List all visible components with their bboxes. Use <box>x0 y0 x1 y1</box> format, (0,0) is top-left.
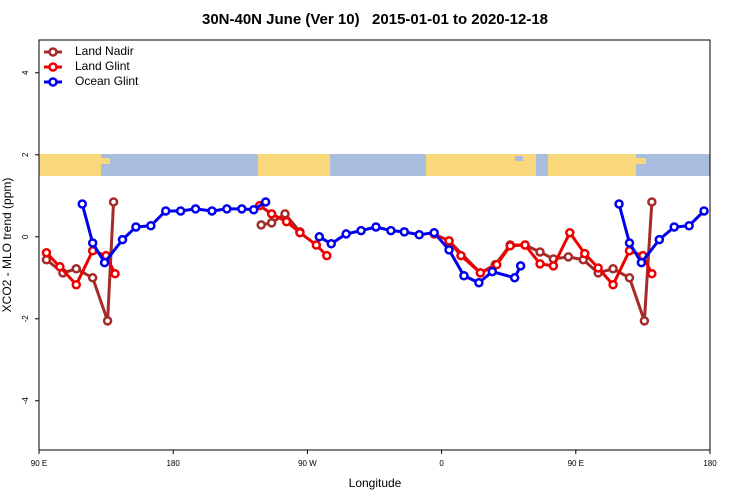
data-point <box>444 245 454 255</box>
data-point <box>190 204 201 214</box>
data-point <box>608 264 618 274</box>
data-point <box>207 206 217 216</box>
data-point <box>474 277 484 288</box>
legend-label: Ocean Glint <box>75 74 139 88</box>
data-point <box>237 204 247 214</box>
x-tick-label: 90 E <box>31 459 47 468</box>
data-point <box>624 238 635 248</box>
data-point <box>593 263 603 273</box>
map-band <box>39 154 710 176</box>
data-point <box>456 250 466 261</box>
data-point <box>647 268 657 279</box>
data-point <box>614 199 624 209</box>
data-point <box>647 197 657 207</box>
data-point <box>579 248 590 259</box>
data-point <box>399 227 410 237</box>
data-point <box>459 271 469 281</box>
data-point <box>654 234 665 245</box>
data-point <box>684 220 694 231</box>
y-axis-label: XCO2 - MLO trend (ppm) <box>0 178 14 313</box>
y-tick-label: 2 <box>21 152 30 157</box>
data-point <box>71 280 82 290</box>
data-point <box>487 266 498 277</box>
data-point <box>565 227 575 238</box>
data-point <box>608 280 618 290</box>
legend-label: Land Nadir <box>75 44 134 58</box>
data-point <box>77 199 87 209</box>
data-point <box>117 234 128 245</box>
data-point <box>266 209 277 219</box>
data-point <box>311 240 322 250</box>
y-tick-label: -4 <box>21 397 30 405</box>
data-point <box>280 209 290 219</box>
data-point <box>548 261 559 271</box>
x-tick-label: 0 <box>439 459 444 468</box>
x-tick-label: 180 <box>167 459 181 468</box>
data-point <box>99 257 110 268</box>
legend-marker <box>48 62 58 72</box>
y-tick-label: 0 <box>21 234 30 239</box>
data-point <box>520 240 530 250</box>
data-point <box>509 273 520 283</box>
legend-marker <box>48 77 58 87</box>
data-point <box>314 232 325 242</box>
data-point <box>266 218 277 228</box>
data-point <box>535 247 545 257</box>
data-point <box>624 273 635 283</box>
data-point <box>175 206 186 216</box>
data-point <box>639 316 650 326</box>
data-point <box>535 259 545 269</box>
data-point <box>41 248 52 258</box>
data-point <box>260 197 271 207</box>
data-point <box>146 220 156 231</box>
data-point <box>326 239 337 249</box>
legend-marker <box>48 47 58 57</box>
data-point <box>414 230 424 240</box>
data-point <box>444 236 454 246</box>
data-point <box>371 222 381 232</box>
data-point <box>160 206 171 216</box>
data-point <box>87 238 98 248</box>
y-tick-label: -2 <box>21 315 30 323</box>
data-point <box>429 227 439 238</box>
data-point <box>699 206 709 216</box>
data-point <box>281 216 292 227</box>
data-point <box>55 261 65 272</box>
legend-label: Land Glint <box>75 59 130 73</box>
data-point <box>110 268 120 279</box>
data-point <box>341 229 351 239</box>
x-tick-label: 180 <box>703 459 717 468</box>
chart-title: 30N-40N June (Ver 10) 2015-01-01 to 2020… <box>202 11 548 28</box>
data-point <box>108 197 119 207</box>
y-tick-label: 4 <box>21 70 30 75</box>
series-line <box>45 201 654 323</box>
data-point <box>636 257 647 268</box>
data-point <box>475 268 486 278</box>
x-tick-label: 90 W <box>298 459 317 468</box>
data-point <box>386 225 396 236</box>
x-tick-label: 90 E <box>568 459 584 468</box>
data-point <box>492 259 502 270</box>
data-point <box>356 225 366 236</box>
data-point <box>222 204 232 214</box>
data-point <box>505 241 515 251</box>
data-point <box>248 204 259 215</box>
data-point <box>515 261 526 271</box>
data-point <box>669 222 679 232</box>
data-point <box>256 220 266 230</box>
data-point <box>131 222 141 232</box>
data-point <box>71 264 82 274</box>
series-line <box>45 204 654 287</box>
data-point <box>322 250 332 261</box>
plot-frame <box>38 39 711 451</box>
data-point <box>102 316 113 326</box>
x-axis-label: Longitude <box>349 476 402 490</box>
data-point <box>87 273 98 283</box>
data-point <box>563 252 574 262</box>
data-point <box>295 227 305 238</box>
